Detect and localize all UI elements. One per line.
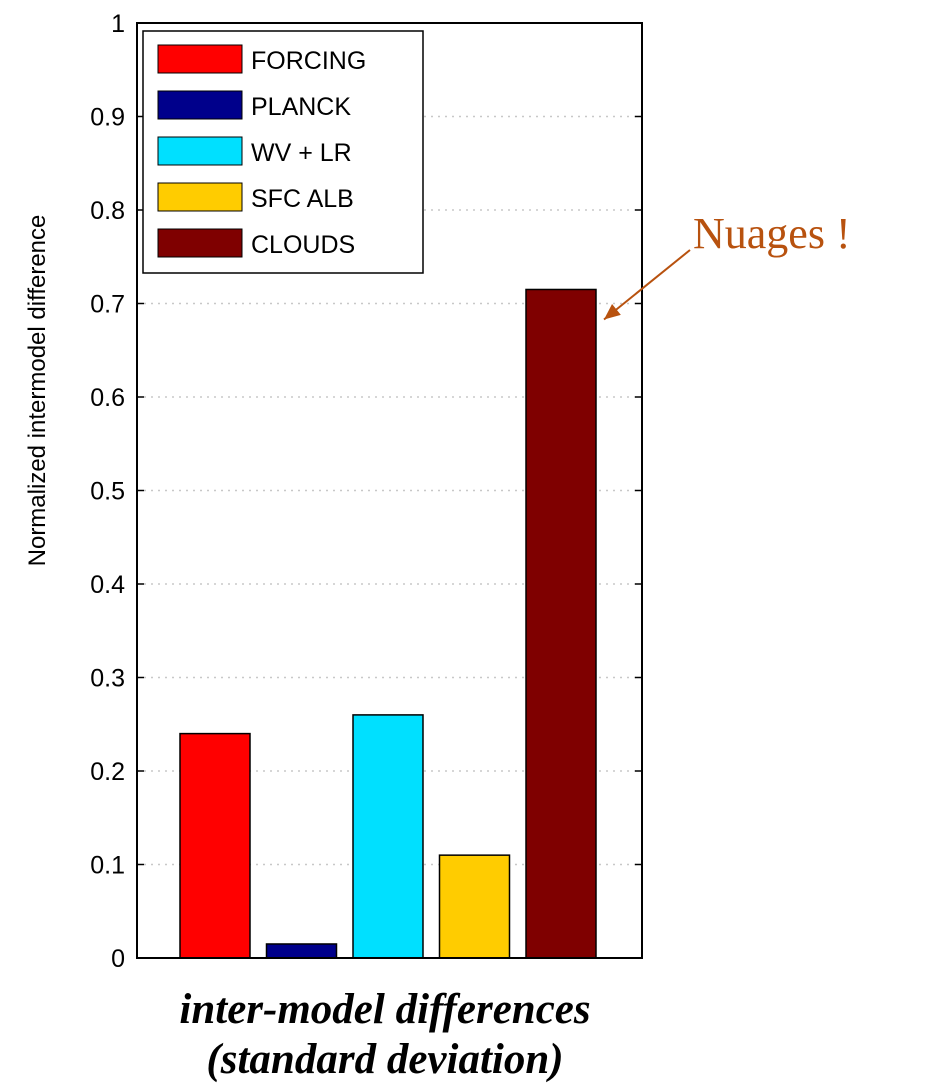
y-tick-label: 0.2 — [90, 758, 125, 786]
legend-label: CLOUDS — [251, 231, 355, 259]
legend-label: SFC ALB — [251, 185, 354, 213]
y-tick-label: 0.8 — [90, 197, 125, 225]
legend: FORCING PLANCK WV + LR SFC ALB CLOUDS — [142, 30, 424, 274]
caption-line-1: inter-model differences — [179, 986, 591, 1033]
y-tick-label: 0.4 — [90, 571, 125, 599]
annotation-arrow-head — [604, 303, 621, 320]
y-tick-label: 0.9 — [90, 104, 125, 132]
bar-clouds — [525, 288, 597, 959]
legend-label: FORCING — [251, 47, 366, 75]
bar-wv-lr — [352, 714, 424, 959]
legend-swatch — [157, 228, 243, 258]
y-tick-label: 0.1 — [90, 852, 125, 880]
legend-swatch — [157, 90, 243, 120]
bar-forcing — [179, 732, 251, 959]
bar-planck — [265, 943, 338, 959]
y-tick-label: 1 — [111, 10, 125, 38]
legend-swatch — [157, 136, 243, 166]
y-tick-label: 0.7 — [90, 291, 125, 319]
caption-line-2: (standard deviation) — [206, 1036, 564, 1083]
annotation-text: Nuages ! — [693, 209, 851, 258]
y-tick-label: 0 — [111, 945, 125, 973]
bar-sfc-alb — [438, 854, 511, 959]
y-tick-label: 0.5 — [90, 478, 125, 506]
y-tick-label: 0.3 — [90, 665, 125, 693]
chart: 0 0.1 0.2 0.3 0.4 0.5 0.6 0.7 0.8 0.9 1 Normalized… — [24, 10, 851, 973]
legend-swatch — [157, 182, 243, 212]
annotation-arrow-line — [603, 249, 691, 321]
y-tick-label: 0.6 — [90, 384, 125, 412]
y-ticks: 0 0.1 0.2 0.3 0.4 0.5 0.6 0.7 0.8 0.9 1 — [90, 10, 642, 973]
legend-swatch — [157, 44, 243, 74]
annotation: Nuages ! — [603, 209, 851, 321]
bars — [179, 288, 597, 959]
legend-label: PLANCK — [251, 93, 351, 121]
y-axis-label: Normalized intermodel difference — [24, 215, 51, 567]
legend-label: WV + LR — [251, 139, 352, 167]
